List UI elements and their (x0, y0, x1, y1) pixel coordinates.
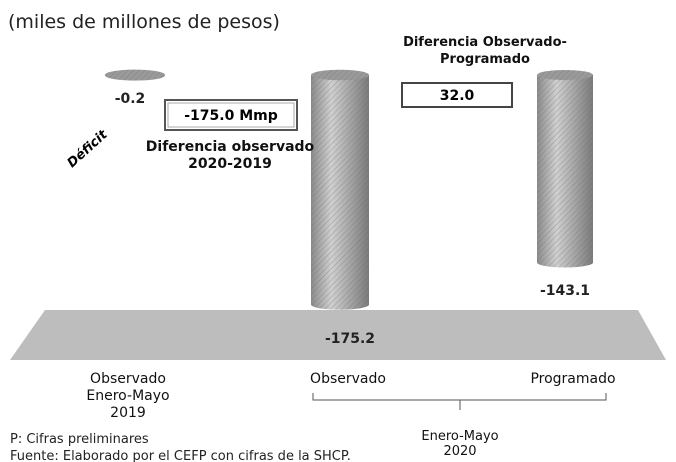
bar (311, 69, 369, 310)
annotation: Déficit (65, 127, 111, 171)
bar-part (311, 69, 369, 81)
annotation: Diferencia Observado-Programado (403, 35, 567, 67)
value-label: -175.2 (325, 331, 375, 347)
bar (105, 69, 165, 81)
bar-part (537, 257, 593, 268)
x-tick-label: Observado Enero-Mayo 2019 (86, 371, 170, 421)
bar-part (537, 69, 593, 81)
floor (10, 310, 666, 360)
bar-part (311, 75, 369, 305)
annotation: 32.0 (440, 88, 475, 104)
annotation-box (167, 102, 295, 128)
annotation: -175.0 Mmp (184, 108, 278, 124)
x-tick-label: Observado (310, 371, 386, 387)
bar-part (311, 299, 369, 310)
value-label: -0.2 (115, 91, 146, 107)
x-tick-label: Programado (530, 371, 616, 387)
annotation: Diferencia observado 2020-2019 (145, 139, 315, 172)
note: Fuente: Elaborado por el CEFP con cifras… (10, 449, 351, 462)
bracket (312, 393, 607, 410)
value-label: -143.1 (540, 283, 590, 299)
note: P: Cifras preliminares (10, 432, 149, 447)
subtitle: (miles de millones de pesos) (8, 11, 280, 33)
annotation-box (401, 82, 513, 108)
bar-part (105, 69, 165, 81)
group-label: Enero-Mayo 2020 (421, 429, 499, 459)
annotation-box (164, 99, 298, 131)
bar (537, 69, 593, 268)
bar-part (537, 75, 593, 263)
